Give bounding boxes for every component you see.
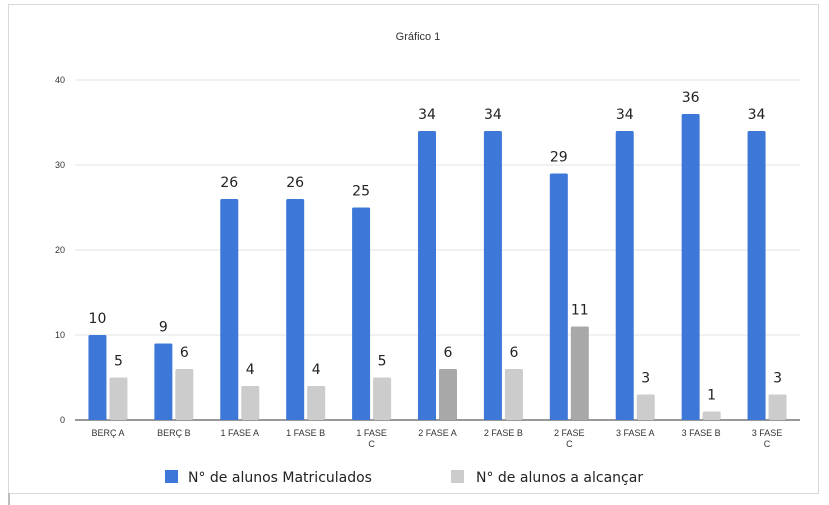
y-tick-label: 0 xyxy=(60,415,65,425)
bar-matriculados xyxy=(352,207,371,420)
data-label-matriculados: 25 xyxy=(352,184,370,200)
bars xyxy=(88,114,787,420)
bar-matriculados xyxy=(154,343,173,420)
y-tick-label: 20 xyxy=(55,245,65,255)
data-label-alcancar: 1 xyxy=(707,388,716,404)
data-label-alcancar: 3 xyxy=(773,371,782,387)
bar-alcancar xyxy=(768,394,787,420)
x-category-label: BERÇ B xyxy=(157,428,191,438)
y-tick-label: 30 xyxy=(55,160,65,170)
x-category-label: 1 FASE A xyxy=(221,428,260,438)
bar-matriculados xyxy=(549,173,568,420)
data-label-matriculados: 34 xyxy=(418,107,436,123)
bar-matriculados xyxy=(418,131,436,420)
y-axis-ticks: 0 10 20 30 40 xyxy=(55,75,65,425)
data-label-alcancar: 5 xyxy=(114,354,123,370)
gridlines xyxy=(75,79,800,421)
data-label-alcancar: 4 xyxy=(246,362,255,378)
bar-matriculados xyxy=(220,199,239,420)
bar-alcancar xyxy=(241,386,260,420)
data-label-matriculados: 26 xyxy=(286,175,304,191)
x-category-label: 1 FASE B xyxy=(286,428,325,438)
data-label-alcancar: 11 xyxy=(571,303,589,319)
bar-alcancar xyxy=(504,369,523,420)
data-label-alcancar: 3 xyxy=(641,371,650,387)
bar-matriculados xyxy=(615,131,634,420)
bar-alcancar xyxy=(636,394,655,420)
y-tick-label: 10 xyxy=(55,330,65,340)
legend-swatch-alcancar xyxy=(451,470,464,483)
bar-matriculados xyxy=(483,131,502,420)
bar-alcancar xyxy=(307,386,326,420)
bar-alcancar xyxy=(109,377,128,420)
x-category-label: C xyxy=(764,439,771,449)
data-label-alcancar: 5 xyxy=(378,354,387,370)
y-tick-label: 40 xyxy=(55,75,65,85)
legend-label-alcancar: N° de alunos a alcançar xyxy=(476,470,643,486)
x-category-label: 3 FASE B xyxy=(682,428,721,438)
bar-matriculados xyxy=(286,199,305,420)
bar-alcancar xyxy=(570,326,589,420)
bar-alcancar xyxy=(373,377,392,420)
data-label-matriculados: 36 xyxy=(682,90,700,106)
bar-alcancar xyxy=(439,369,457,420)
legend-swatch-matriculados xyxy=(165,470,178,483)
x-category-label: BERÇ A xyxy=(91,428,124,438)
x-category-label: 3 FASE xyxy=(752,428,783,438)
bar-alcancar xyxy=(702,411,721,420)
data-label-matriculados: 34 xyxy=(616,107,634,123)
data-label-alcancar: 6 xyxy=(180,345,189,361)
data-label-matriculados: 29 xyxy=(550,150,568,166)
x-category-label: 2 FASE xyxy=(554,428,585,438)
data-label-matriculados: 26 xyxy=(220,175,238,191)
frame-edge-mark xyxy=(8,493,10,505)
bar-matriculados xyxy=(747,131,766,420)
x-category-label: 2 FASE B xyxy=(484,428,523,438)
legend: N° de alunos Matriculados N° de alunos a… xyxy=(165,470,643,486)
x-category-label: 1 FASE xyxy=(356,428,387,438)
legend-label-matriculados: N° de alunos Matriculados xyxy=(188,470,372,486)
data-label-matriculados: 10 xyxy=(89,311,107,327)
chart-title: Gráfico 1 xyxy=(396,31,441,43)
data-label-alcancar: 4 xyxy=(312,362,321,378)
data-label-alcancar: 6 xyxy=(509,345,518,361)
bar-alcancar xyxy=(175,369,194,420)
data-label-matriculados: 34 xyxy=(484,107,502,123)
x-category-label: 3 FASE A xyxy=(616,428,655,438)
bar-matriculados xyxy=(681,114,700,420)
x-category-label: C xyxy=(566,439,573,449)
data-label-matriculados: 9 xyxy=(159,320,168,336)
data-label-matriculados: 34 xyxy=(748,107,766,123)
data-label-alcancar: 6 xyxy=(444,345,453,361)
x-category-label: 2 FASE A xyxy=(418,428,457,438)
x-category-label: C xyxy=(368,439,375,449)
bar-matriculados xyxy=(88,335,107,420)
